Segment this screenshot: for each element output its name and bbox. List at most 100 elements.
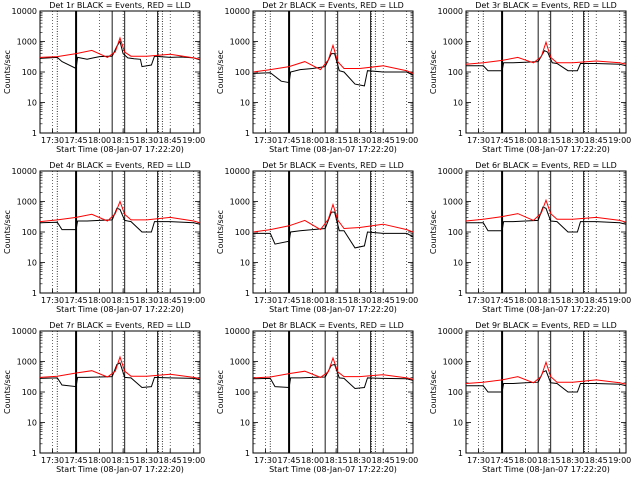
x-tick-label: 18:00 (514, 136, 537, 145)
plot-title: Det 1r BLACK = Events, RED = LLD (49, 1, 191, 10)
y-tick-label: 100 (22, 228, 37, 237)
plot-frame (465, 170, 627, 294)
x-tick-label: 17:45 (278, 296, 301, 305)
x-tick-label: 18:30 (135, 296, 158, 305)
x-tick-label: 17:30 (254, 296, 277, 305)
x-tick-label: 17:30 (254, 456, 277, 465)
x-tick-label: 17:45 (278, 456, 301, 465)
plot-panel: Det 4r BLACK = Events, RED = LLD Counts/s… (3, 161, 205, 314)
x-tick-label: 18:45 (585, 296, 608, 305)
series-line-red (465, 40, 627, 65)
y-tick-label: 10 (27, 259, 37, 268)
y-tick-label: 100 (22, 388, 37, 397)
x-axis-label: Start Time (08-Jan-07 17:22:20) (482, 145, 610, 154)
y-axis-label: Counts/sec (429, 50, 438, 94)
y-tick-label: 100 (235, 388, 250, 397)
x-tick-label: 17:30 (41, 456, 64, 465)
plot-panel: Det 9r BLACK = Events, RED = LLD Counts/s… (429, 321, 631, 474)
x-tick-label: 18:15 (538, 456, 561, 465)
plot-title: Det 6r BLACK = Events, RED = LLD (475, 161, 617, 170)
x-tick-label: 18:45 (159, 136, 182, 145)
plot-panel: Det 8r BLACK = Events, RED = LLD Counts/s… (216, 321, 418, 474)
x-tick-label: 18:30 (348, 456, 371, 465)
series-line-red (39, 36, 201, 60)
y-tick-label: 100 (235, 68, 250, 77)
series-line-red (39, 355, 201, 380)
y-tick-label: 10000 (438, 327, 463, 336)
x-tick-label: 19:00 (395, 296, 418, 305)
x-tick-label: 17:45 (65, 456, 88, 465)
x-tick-label: 18:30 (135, 136, 158, 145)
series-line-black (466, 50, 627, 72)
plot-panel: Det 3r BLACK = Events, RED = LLD Counts/s… (429, 1, 631, 154)
series-line-black (39, 207, 201, 233)
x-tick-label: 18:30 (348, 296, 371, 305)
x-tick-label: 19:00 (608, 136, 631, 145)
x-tick-label: 18:45 (372, 456, 395, 465)
x-axis-label: Start Time (08-Jan-07 17:22:20) (56, 305, 184, 314)
plot-frame (252, 330, 414, 454)
y-tick-label: 10000 (225, 327, 250, 336)
plot-title: Det 2r BLACK = Events, RED = LLD (262, 1, 404, 10)
y-tick-label: 1 (32, 449, 37, 458)
y-tick-label: 1000 (17, 198, 37, 207)
y-axis-label: Counts/sec (3, 50, 12, 94)
y-tick-label: 10 (453, 99, 463, 108)
plot-panel: Det 7r BLACK = Events, RED = LLD Counts/s… (3, 321, 205, 474)
y-tick-label: 10 (453, 259, 463, 268)
x-tick-label: 18:15 (325, 296, 348, 305)
x-tick-label: 17:45 (491, 456, 514, 465)
x-tick-label: 17:45 (65, 136, 88, 145)
y-tick-label: 10000 (225, 167, 250, 176)
series-line-red (465, 198, 627, 223)
y-axis-label: Counts/sec (216, 370, 225, 414)
y-tick-label: 1000 (17, 358, 37, 367)
y-tick-label: 10000 (12, 167, 37, 176)
y-tick-label: 1 (245, 129, 250, 138)
x-tick-label: 18:15 (112, 136, 135, 145)
series-line-black (466, 206, 627, 233)
x-axis-label: Start Time (08-Jan-07 17:22:20) (269, 465, 397, 474)
series-line-red (252, 43, 414, 74)
x-axis-label: Start Time (08-Jan-07 17:22:20) (269, 305, 397, 314)
plot-title: Det 4r BLACK = Events, RED = LLD (49, 161, 191, 170)
plot-frame (465, 10, 627, 134)
x-tick-label: 18:15 (112, 456, 135, 465)
plot-frame (39, 10, 201, 134)
x-tick-label: 19:00 (182, 456, 205, 465)
y-tick-label: 1000 (230, 198, 250, 207)
x-tick-label: 19:00 (395, 136, 418, 145)
y-tick-label: 100 (448, 68, 463, 77)
x-tick-label: 18:00 (301, 456, 324, 465)
series-line-red (252, 202, 414, 233)
series-line-black (39, 362, 201, 389)
x-axis-label: Start Time (08-Jan-07 17:22:20) (56, 145, 184, 154)
x-tick-label: 18:45 (159, 456, 182, 465)
y-tick-label: 1 (245, 449, 250, 458)
x-tick-label: 18:00 (301, 296, 324, 305)
x-axis-label: Start Time (08-Jan-07 17:22:20) (269, 145, 397, 154)
plot-title: Det 9r BLACK = Events, RED = LLD (475, 321, 617, 330)
x-tick-label: 18:30 (561, 136, 584, 145)
x-tick-label: 17:45 (278, 136, 301, 145)
x-tick-label: 18:00 (514, 296, 537, 305)
x-tick-label: 19:00 (182, 136, 205, 145)
y-tick-label: 10 (240, 419, 250, 428)
y-tick-label: 1 (458, 449, 463, 458)
plot-title: Det 8r BLACK = Events, RED = LLD (262, 321, 404, 330)
x-tick-label: 17:45 (491, 136, 514, 145)
x-tick-label: 18:15 (538, 296, 561, 305)
plot-title: Det 7r BLACK = Events, RED = LLD (49, 321, 191, 330)
y-axis-label: Counts/sec (3, 370, 12, 414)
series-line-red (252, 356, 414, 380)
x-tick-label: 17:30 (41, 296, 64, 305)
y-axis-label: Counts/sec (429, 370, 438, 414)
y-tick-label: 100 (22, 68, 37, 77)
y-tick-label: 100 (235, 228, 250, 237)
y-tick-label: 100 (448, 388, 463, 397)
y-tick-label: 1 (32, 289, 37, 298)
y-tick-label: 1000 (17, 38, 37, 47)
series-line-black (252, 53, 414, 87)
x-tick-label: 17:30 (41, 136, 64, 145)
